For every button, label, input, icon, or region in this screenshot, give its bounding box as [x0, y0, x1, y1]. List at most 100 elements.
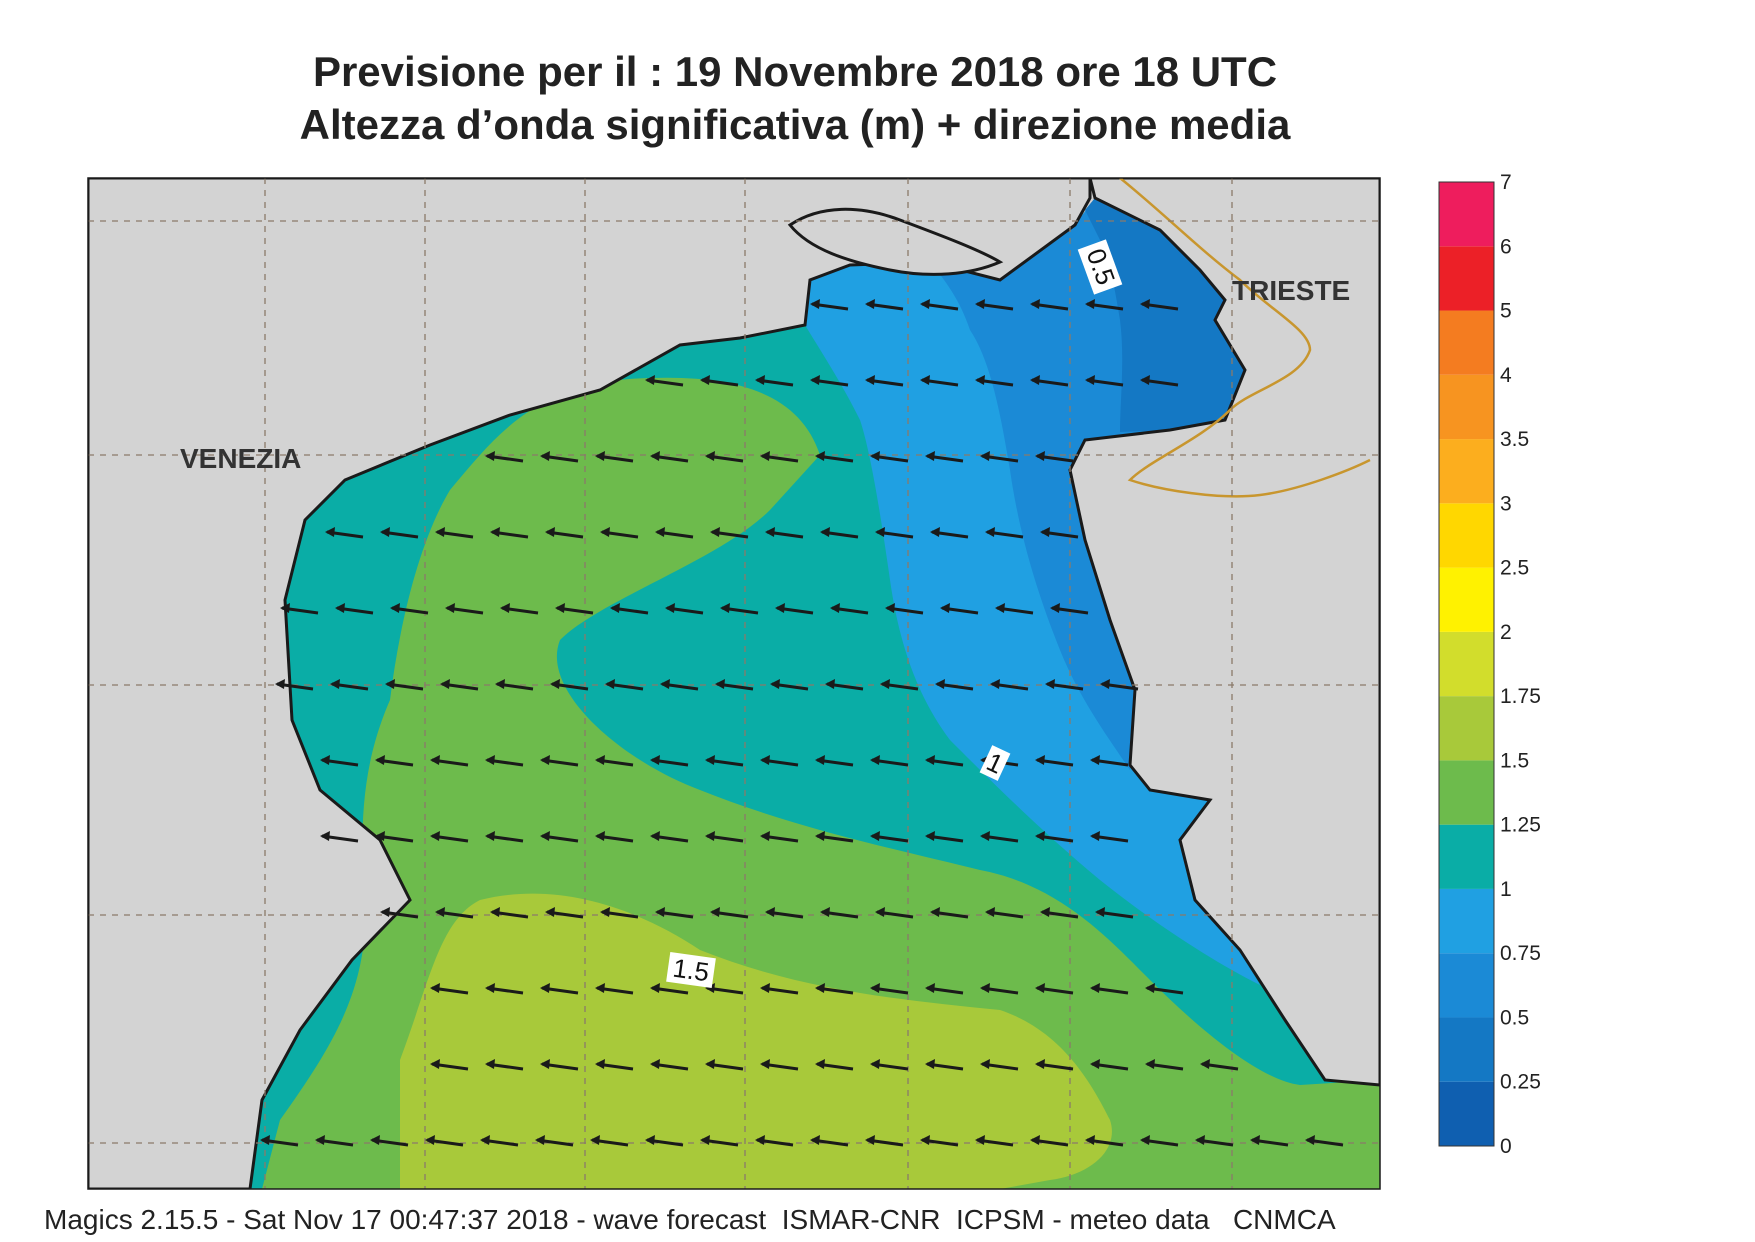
wave-arrow [540, 1059, 579, 1071]
wave-arrow [775, 603, 814, 615]
colorbar-swatch [1439, 310, 1494, 375]
wave-arrow [1035, 983, 1074, 995]
wave-arrow [705, 755, 744, 767]
wave-arrow [480, 1135, 519, 1147]
wave-arrow [260, 1135, 299, 1147]
wave-arrow [975, 299, 1014, 311]
wave-arrow [870, 451, 909, 463]
wave-arrow [980, 451, 1019, 463]
wave-arrow [650, 755, 689, 767]
wave-arrow [1050, 603, 1089, 615]
wave-arrow [600, 907, 639, 919]
wave-arrow [875, 907, 914, 919]
wave-arrow [925, 983, 964, 995]
colorbar-tick-label: 4 [1500, 364, 1512, 387]
wave-arrow [765, 527, 804, 539]
colorbar-frame [1438, 181, 1495, 1147]
colorbar-tick-label: 1 [1500, 878, 1512, 901]
wave-arrow [1090, 755, 1129, 767]
wave-arrow [315, 1135, 354, 1147]
wave-arrow [875, 527, 914, 539]
colorbar-swatch [1439, 439, 1494, 504]
wave-arrow [665, 603, 704, 615]
wave-arrow [810, 1135, 849, 1147]
wave-arrow [700, 1135, 739, 1147]
wave-arrow [650, 1059, 689, 1071]
wave-arrow [1200, 1059, 1239, 1071]
city-label-venezia: VENEZIA [180, 443, 301, 474]
colorbar-legend: 0 0.25 0.5 0.75 1 1.25 1.5 1.75 2 2.5 3 3.5 4 5 6 7 [1438, 171, 1541, 1158]
wave-arrow [985, 527, 1024, 539]
wave-arrow [595, 983, 634, 995]
wave-arrow [485, 451, 524, 463]
wave-arrow [1035, 451, 1074, 463]
wave-arrow [1035, 755, 1074, 767]
wave-arrow [980, 831, 1019, 843]
wave-arrow [490, 907, 529, 919]
wave-arrow [865, 1135, 904, 1147]
wave-arrow [1085, 375, 1124, 387]
wave-arrow [495, 679, 534, 691]
wave-arrow [380, 527, 419, 539]
wave-arrow [1040, 527, 1079, 539]
wave-arrow [760, 983, 799, 995]
wave-arrow [430, 1059, 469, 1071]
wave-arrow [1195, 1135, 1234, 1147]
wave-arrow [445, 603, 484, 615]
colorbar-swatch [1439, 374, 1494, 440]
wave-arrow [1090, 831, 1129, 843]
colorbar-tick-label: 1.5 [1500, 749, 1529, 772]
colorbar-swatch [1439, 760, 1494, 825]
wave-arrow [1090, 983, 1129, 995]
wave-arrow [600, 527, 639, 539]
wave-arrow [705, 831, 744, 843]
city-label-trieste: TRIESTE [1232, 275, 1350, 306]
wave-arrow [710, 527, 749, 539]
wave-arrow [925, 451, 964, 463]
colorbar-swatch [1439, 1017, 1494, 1082]
wave-arrow [595, 831, 634, 843]
wave-arrow [655, 907, 694, 919]
wave-arrow [1030, 1135, 1069, 1147]
wave-arrow [985, 907, 1024, 919]
wave-arrow [485, 1059, 524, 1071]
wave-arrow [815, 755, 854, 767]
wave-arrow [1045, 679, 1084, 691]
wave-arrow [880, 679, 919, 691]
wave-arrow [545, 527, 584, 539]
map-border [87, 177, 1381, 1190]
wave-arrow [980, 1059, 1019, 1071]
wave-arrow [555, 603, 594, 615]
wave-arrow [755, 375, 794, 387]
colorbar-swatch [1439, 631, 1494, 697]
wave-arrow [815, 1059, 854, 1071]
wave-direction-arrows [260, 299, 1344, 1147]
wave-arrow [590, 1135, 629, 1147]
wave-arrow [1090, 1059, 1129, 1071]
wave-arrow [380, 907, 419, 919]
map-title: Previsione per il : 19 Novembre 2018 ore… [312, 48, 1278, 95]
wave-arrow [330, 679, 369, 691]
colorbar-tick-label: 2.5 [1500, 557, 1529, 580]
wave-arrow [1035, 831, 1074, 843]
wave-arrow [930, 527, 969, 539]
wave-arrow [975, 375, 1014, 387]
wave-arrow [595, 451, 634, 463]
wave-arrow [1040, 907, 1079, 919]
wave-arrow [820, 907, 859, 919]
wave-arrow [535, 1135, 574, 1147]
wave-arrow [320, 755, 359, 767]
colorbar-tick-label: 1.75 [1500, 685, 1541, 708]
wave-arrow [440, 679, 479, 691]
wave-arrow [1305, 1135, 1344, 1147]
wave-arrow [1100, 679, 1139, 691]
colorbar-tick-label: 0 [1500, 1135, 1512, 1158]
wave-arrow [650, 451, 689, 463]
wave-arrow [765, 907, 804, 919]
wave-arrow [335, 603, 374, 615]
wave-arrow [385, 679, 424, 691]
wave-arrow [275, 679, 314, 691]
wave-arrow [605, 679, 644, 691]
wave-arrow [540, 451, 579, 463]
wave-arrow [770, 679, 809, 691]
